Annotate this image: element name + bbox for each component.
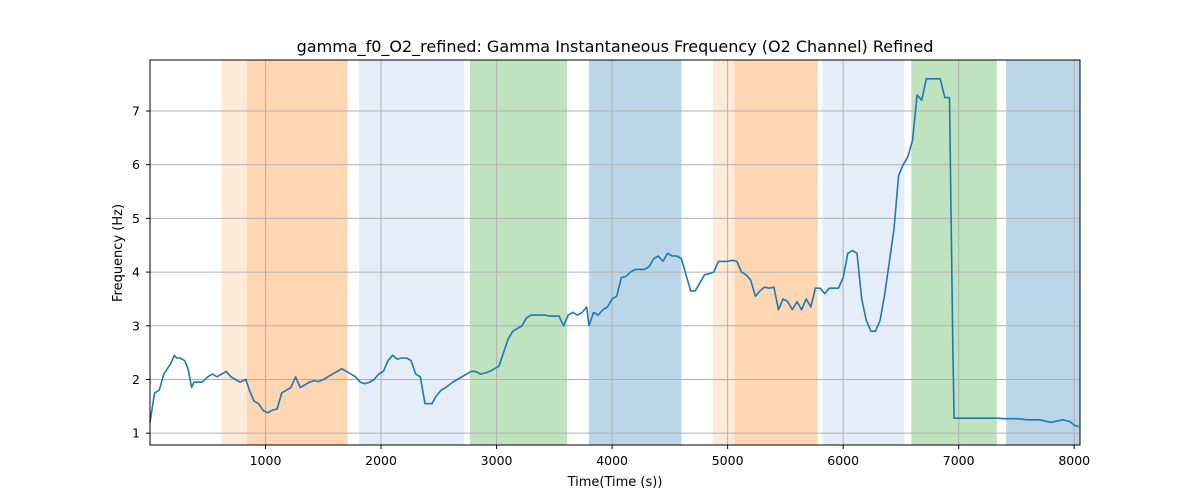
plot-frame: [149, 59, 1081, 446]
series-group: [149, 78, 1080, 428]
y-tick-label: 4: [132, 265, 140, 280]
x-tick-label: 2000: [365, 453, 397, 468]
shaded-band-10: [1006, 60, 1080, 445]
series-line-1: [149, 78, 1080, 428]
y-tick-label: 7: [132, 104, 140, 119]
x-tick-label: 7000: [943, 453, 975, 468]
shaded-band-4: [470, 60, 568, 445]
x-tick-label: 3000: [481, 453, 513, 468]
shaded-band-7: [734, 60, 818, 445]
y-tick-label: 2: [132, 372, 140, 387]
y-axis-ticks: 1 2 3 4 5 6 7: [132, 104, 150, 441]
y-axis-label: Frequency (Hz): [111, 204, 126, 302]
chart-title: gamma_f0_O2_refined: Gamma Instantaneous…: [297, 37, 934, 57]
y-tick-label: 6: [132, 157, 140, 172]
shaded-band-3: [359, 60, 465, 445]
x-tick-label: 8000: [1058, 453, 1090, 468]
x-tick-label: 5000: [712, 453, 744, 468]
grid-lines: [150, 60, 1080, 445]
x-tick-label: 4000: [596, 453, 628, 468]
x-tick-label: 1000: [250, 453, 282, 468]
y-tick-label: 5: [132, 211, 140, 226]
y-tick-label: 3: [132, 318, 140, 333]
shaded-band-1: [221, 60, 248, 445]
shaded-band-2: [247, 60, 348, 445]
x-axis-ticks: 1000 2000 3000 4000 5000 6000 7000 8000: [250, 445, 1090, 468]
x-axis-label: Time(Time (s)): [567, 475, 663, 490]
shaded-band-5: [589, 60, 682, 445]
shaded-band-8: [822, 60, 905, 445]
x-tick-label: 6000: [827, 453, 859, 468]
y-tick-label: 1: [132, 426, 140, 441]
shaded-band-6: [712, 60, 735, 445]
